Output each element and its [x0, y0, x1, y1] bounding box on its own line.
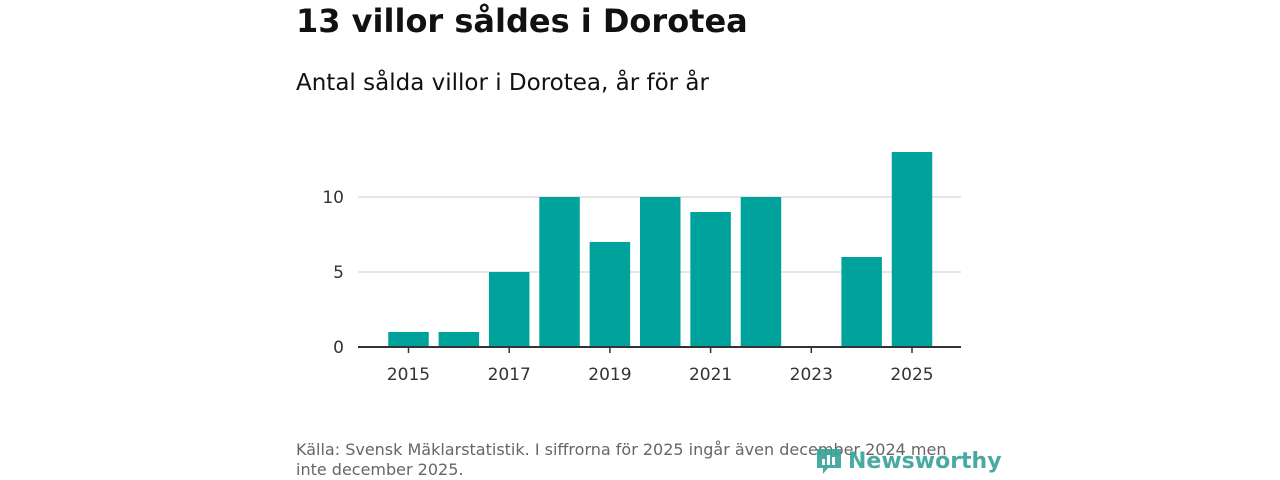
x-tick-label: 2021	[689, 365, 732, 385]
bar-2020	[640, 197, 681, 347]
chart-subtitle: Antal sålda villor i Dorotea, år för år	[296, 70, 709, 96]
bar-2015	[388, 332, 429, 347]
newsworthy-logo-icon	[817, 449, 841, 474]
x-tick-label: 2019	[588, 365, 631, 385]
bar-2019	[589, 242, 631, 347]
y-tick-label: 5	[333, 263, 344, 283]
y-tick-labels: 0 5 10	[322, 188, 344, 358]
x-tick-label: 2015	[387, 365, 430, 385]
x-axis	[358, 346, 961, 353]
bar-2024	[841, 257, 882, 347]
x-tick-label: 2017	[488, 365, 531, 385]
bars	[388, 152, 933, 347]
bar-2018	[539, 197, 580, 347]
bar-2022	[740, 197, 782, 347]
newsworthy-logo-text: Newsworthy	[848, 448, 1002, 474]
y-tick-label: 10	[322, 188, 344, 208]
x-tick-label: 2025	[890, 365, 933, 385]
bar-2025	[891, 152, 933, 347]
newsworthy-logo[interactable]: Newsworthy	[814, 446, 1002, 476]
source-note: Källa: Svensk Mäklarstatistik. I siffror…	[296, 440, 947, 479]
x-tick-labels: 2015 2017 2019 2021 2023 2025	[387, 365, 934, 385]
y-tick-label: 0	[333, 338, 344, 358]
x-tick-label: 2023	[790, 365, 833, 385]
bar-2017	[488, 272, 530, 347]
bar-2021	[690, 212, 731, 347]
bar-2016	[438, 332, 480, 347]
chart-title: 13 villor såldes i Dorotea	[296, 2, 748, 40]
